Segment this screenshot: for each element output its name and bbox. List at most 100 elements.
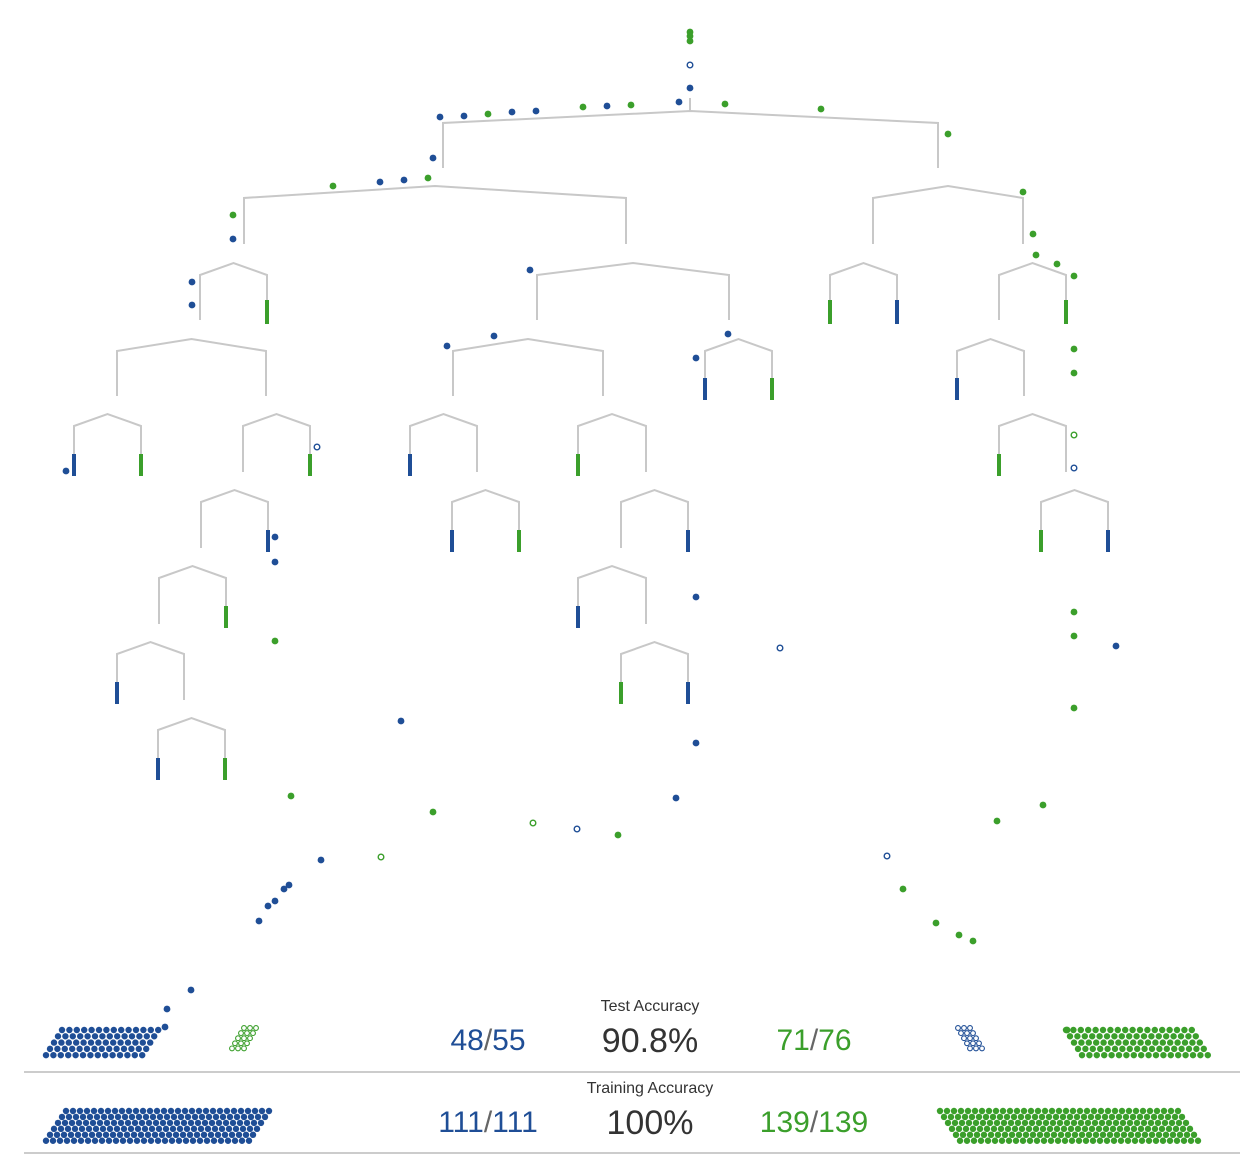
sample-dot-17 (429, 154, 437, 162)
test-class-b-pile-dot-62 (1134, 1045, 1141, 1053)
test-class-b-pile-dot-12 (1151, 1026, 1159, 1034)
training-class-b-pile-dot-58 (1101, 1113, 1109, 1121)
sample-dot-12 (508, 108, 516, 116)
test-class-b-pile-dot-33 (1177, 1033, 1185, 1040)
training-class-a-pile-dot-75 (159, 1119, 167, 1127)
training-class-a-pile-dot-101 (127, 1125, 135, 1133)
training-class-a-pile-dot-123 (67, 1131, 75, 1139)
training-class-b-pile-dot-73 (965, 1119, 973, 1127)
test-class-b-misclassified-pile-dot-0 (241, 1025, 247, 1031)
training-class-a-pile-dot-50 (198, 1113, 206, 1121)
training-class-a-pile-dot-106 (162, 1125, 170, 1133)
test-class-b-pile-dot-55 (1082, 1045, 1089, 1053)
training-class-b-pile-dot-25 (1111, 1107, 1119, 1115)
test-class-a-pile-dot-21 (106, 1033, 114, 1040)
training-class-a-pile-dot-128 (102, 1131, 110, 1139)
training-class-a-pile-dot-29 (265, 1107, 273, 1115)
training-class-b-pile-dot-203 (1152, 1137, 1160, 1144)
training-class-b-pile-dot-62 (1129, 1113, 1137, 1121)
test-class-a-pile-dot-26 (143, 1033, 150, 1040)
sample-dot-40 (313, 443, 321, 451)
test-class-b-pile-dot-8 (1122, 1026, 1129, 1034)
sample-dot-39 (1070, 464, 1078, 472)
test-class-b-pile-dot-60 (1119, 1045, 1126, 1053)
training-class-b-pile-dot-163 (1113, 1131, 1121, 1139)
test-class-b-misclassified-pile-dot-5 (250, 1030, 256, 1037)
test-class-b-pile-dot-6 (1107, 1026, 1114, 1034)
test-class-a-pile-dot-54 (135, 1045, 142, 1053)
training-class-a-pile-dot-98 (106, 1125, 114, 1133)
training-class-a-pile-dot-102 (134, 1125, 142, 1133)
test-class-b-pile-dot-75 (1101, 1051, 1108, 1059)
test-class-b-pile-dot-88 (1197, 1051, 1204, 1059)
test-class-a-pile-dot-31 (73, 1039, 80, 1046)
training-class-b-pile-dot-103 (1175, 1119, 1183, 1127)
test-class-b-pile-dot-40 (1100, 1039, 1107, 1046)
training-class-a-pile-dot-111 (197, 1125, 205, 1133)
test-class-a-pile-dot-34 (95, 1039, 102, 1046)
test-class-b-pile-dot-30 (1155, 1033, 1163, 1040)
split-node-1 (243, 184, 627, 244)
training-class-b-pile-dot-65 (1150, 1113, 1158, 1121)
test-class-a-pile-dot-13 (155, 1026, 162, 1034)
training-class-b-pile-dot-108 (969, 1125, 977, 1133)
test-class-a-pile-dot-59 (65, 1051, 72, 1059)
training-class-b-pile-dot-55 (1080, 1113, 1088, 1121)
sample-dot-2 (686, 37, 694, 45)
test-class-a-misclassified-pile-dot-7 (967, 1035, 973, 1042)
training-class-b-pile-dot-118 (1039, 1125, 1047, 1133)
test-class-b-pile-dot-72 (1078, 1051, 1086, 1059)
training-class-b-pile-dot-13 (1027, 1107, 1035, 1115)
sample-dot-23 (229, 211, 237, 219)
training-class-b-pile-dot-114 (1011, 1125, 1019, 1133)
training-class-a-pile-dot-158 (98, 1137, 106, 1144)
training-class-a-pile-dot-63 (75, 1119, 83, 1127)
split-node-12 (242, 412, 311, 472)
training-class-a-pile-dot-110 (190, 1125, 198, 1133)
training-class-a-pile-dot-58 (254, 1113, 262, 1121)
training-class-b-pile-dot-33 (1167, 1107, 1175, 1115)
sample-dot-41 (62, 467, 70, 475)
test-class-b-pile-dot-36 (1070, 1039, 1078, 1046)
training-class-a-pile-dot-74 (152, 1119, 160, 1127)
split-node-11 (73, 412, 142, 472)
test-class-b-pile-dot-47 (1152, 1039, 1159, 1046)
training-class-b-pile-dot-0 (936, 1107, 944, 1115)
test-class-b-pile-dot-77 (1115, 1051, 1123, 1059)
training-class-b-pile-dot-168 (1148, 1131, 1156, 1139)
training-class-a-pile-dot-18 (188, 1107, 196, 1115)
training-class-b-pile-dot-36 (947, 1113, 955, 1121)
training-class-a-pile-dot-45 (163, 1113, 171, 1121)
test-class-a-pile-dot-68 (131, 1051, 138, 1059)
test-class-b-misclassified-pile-dot-14 (241, 1045, 247, 1052)
sample-dot-10 (579, 103, 587, 111)
training-class-b-slash: / (809, 1106, 819, 1139)
sample-dot-32 (490, 332, 498, 340)
training-class-b-pile-dot-175 (956, 1137, 964, 1144)
training-class-a-pile-dot-32 (72, 1113, 80, 1121)
test-class-b-pile-dot-27 (1133, 1033, 1140, 1040)
sample-dot-4 (686, 84, 694, 92)
sample-dot-60 (614, 831, 622, 839)
training-class-a-pile-dot-139 (179, 1131, 187, 1139)
test-class-a-pile-dot-41 (147, 1039, 154, 1046)
sample-dot-34 (724, 330, 732, 338)
training-class-a-pile-dot-73 (145, 1119, 153, 1127)
training-class-b-pile-dot-119 (1046, 1125, 1054, 1133)
test-class-a-correct: 48 (450, 1024, 484, 1057)
training-class-a-pile-dot-53 (219, 1113, 227, 1121)
training-class-b-pile-dot-129 (1116, 1125, 1124, 1133)
training-class-b-pile-dot-51 (1052, 1113, 1060, 1121)
split-node-8 (452, 337, 604, 396)
training-class-b-pile-dot-50 (1045, 1113, 1053, 1121)
training-class-a-pile-dot-27 (251, 1107, 259, 1115)
training-class-b-pile-dot-145 (987, 1131, 995, 1139)
training-class-b-pile-dot-20 (1076, 1107, 1084, 1115)
training-class-a-pile-dot-168 (168, 1137, 176, 1144)
training-class-a-pile-dot-169 (175, 1137, 183, 1144)
training-class-a-pile-dot-54 (226, 1113, 234, 1121)
training-class-b-pile-dot-159 (1085, 1131, 1093, 1139)
sample-dot-71 (955, 931, 963, 939)
test-class-b-pile-dot-13 (1159, 1026, 1166, 1034)
training-class-a-pile-dot-153 (63, 1137, 71, 1144)
